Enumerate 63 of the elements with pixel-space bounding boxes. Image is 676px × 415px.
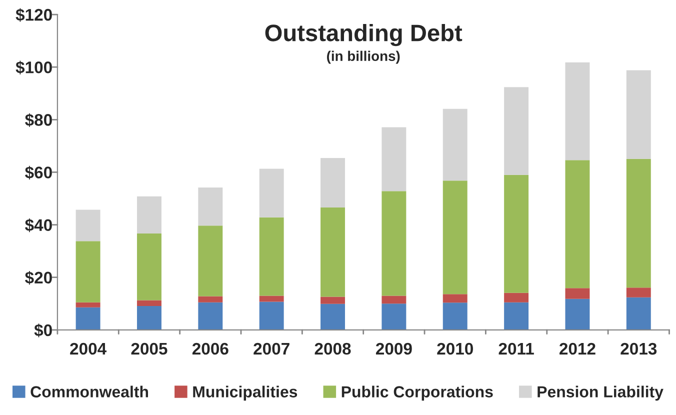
bar [442, 294, 468, 303]
bar [136, 196, 162, 234]
bar [198, 296, 223, 302]
x-tick-label: 2009 [376, 342, 412, 355]
bar [259, 217, 284, 296]
bar [320, 207, 345, 297]
bar [198, 226, 223, 296]
bar [136, 300, 162, 306]
bar [382, 127, 406, 192]
y-tick-label: $20 [25, 271, 52, 285]
legend-label: Commonwealth [30, 386, 148, 398]
bar [76, 307, 100, 330]
bar [626, 288, 651, 298]
x-tick-label: 2005 [131, 342, 168, 355]
bar [626, 297, 651, 330]
legend-label: Public Corporations [342, 386, 493, 401]
bar [76, 241, 100, 302]
bar [504, 87, 529, 175]
bar [504, 292, 529, 302]
bar [259, 296, 284, 302]
x-tick-label: 2006 [192, 342, 228, 355]
y-tick-label: $120 [16, 8, 52, 22]
bar [565, 62, 590, 160]
x-tick-label: 2004 [70, 342, 106, 355]
y-tick-label: $40 [25, 218, 52, 232]
bar [442, 180, 468, 294]
x-tick-label: 2011 [498, 342, 534, 355]
y-tick-label: $60 [25, 166, 52, 180]
legend-label: Pension Liability [538, 386, 664, 401]
bar [259, 302, 284, 330]
bar [320, 296, 345, 304]
bar [565, 298, 590, 330]
bar [76, 302, 100, 308]
bar [198, 187, 223, 226]
bar [442, 108, 468, 181]
x-tick-label: 2012 [560, 342, 596, 355]
chart-title: Outstanding Debt [265, 24, 462, 46]
y-tick-label: $80 [25, 113, 52, 127]
bar [504, 302, 529, 330]
bar [382, 296, 406, 304]
y-tick-label: $100 [16, 60, 52, 74]
x-tick-label: 2007 [254, 342, 290, 355]
bar [259, 168, 284, 218]
bar [442, 302, 468, 330]
bar [136, 306, 162, 330]
legend-label: Municipalities [193, 386, 298, 401]
bar [320, 158, 345, 208]
bar [382, 191, 406, 296]
x-tick-label: 2010 [437, 342, 473, 355]
bar [626, 70, 651, 159]
bar [136, 233, 162, 300]
x-tick-label: 2013 [620, 342, 657, 355]
bar [565, 288, 590, 299]
bar [626, 158, 651, 288]
bar [76, 210, 100, 242]
bar [565, 160, 590, 288]
bar [504, 174, 529, 293]
text: (in billions) [327, 50, 400, 64]
bar [382, 304, 406, 330]
bar [198, 302, 223, 330]
bar [320, 304, 345, 330]
y-tick-label: $0 [34, 324, 52, 338]
x-tick-label: 2008 [314, 342, 351, 355]
